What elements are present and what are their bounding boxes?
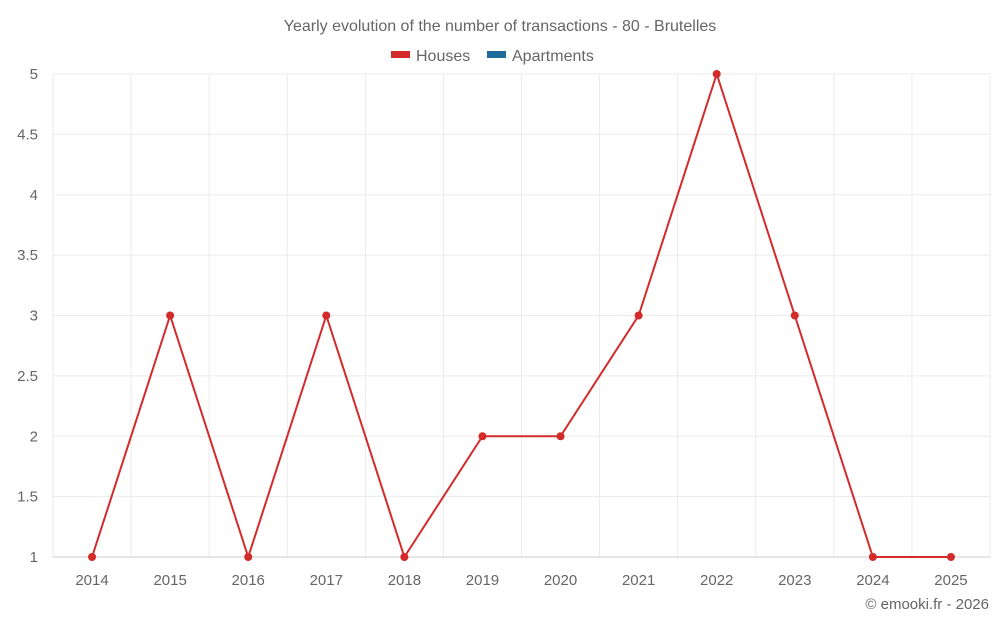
data-point-houses[interactable] bbox=[946, 553, 955, 561]
series-line-houses bbox=[91, 73, 951, 558]
x-tick-label: 2023 bbox=[778, 572, 811, 589]
legend-swatch-houses bbox=[391, 51, 410, 58]
y-tick-label: 2.5 bbox=[17, 368, 38, 385]
x-tick-label: 2021 bbox=[622, 572, 655, 589]
x-tick-label: 2024 bbox=[856, 572, 889, 589]
credit-text: © emooki.fr - 2026 bbox=[865, 596, 989, 613]
y-axis-ticks: 1 1.5 2 2.5 3 3.5 4 4.5 5 bbox=[17, 66, 38, 566]
legend: Houses Apartments bbox=[391, 48, 594, 65]
x-tick-label: 2019 bbox=[466, 572, 499, 589]
x-tick-label: 2025 bbox=[934, 572, 967, 589]
x-tick-label: 2016 bbox=[232, 572, 265, 589]
grid bbox=[52, 73, 991, 558]
x-tick-label: 2020 bbox=[544, 572, 577, 589]
y-tick-label: 5 bbox=[30, 66, 38, 83]
data-point-houses[interactable] bbox=[634, 311, 643, 320]
x-tick-label: 2017 bbox=[310, 572, 343, 589]
y-tick-label: 1.5 bbox=[17, 489, 38, 506]
x-axis-ticks: 2014 2015 2016 2017 2018 2019 2020 2021 2022 2023… bbox=[75, 572, 967, 589]
data-point-houses[interactable] bbox=[790, 311, 799, 320]
x-tick-label: 2022 bbox=[700, 572, 733, 589]
data-point-houses[interactable] bbox=[868, 553, 877, 561]
legend-item-houses[interactable]: Houses bbox=[391, 48, 470, 65]
data-point-houses[interactable] bbox=[478, 432, 487, 441]
data-point-houses[interactable] bbox=[556, 432, 565, 441]
x-tick-label: 2014 bbox=[75, 572, 108, 589]
data-point-houses[interactable] bbox=[166, 311, 175, 320]
data-point-houses[interactable] bbox=[400, 553, 409, 561]
y-tick-label: 2 bbox=[30, 428, 38, 445]
legend-label-houses: Houses bbox=[416, 48, 470, 65]
data-point-houses[interactable] bbox=[322, 311, 331, 320]
data-point-houses[interactable] bbox=[712, 70, 721, 78]
y-tick-label: 4 bbox=[30, 187, 38, 204]
legend-item-apartments[interactable]: Apartments bbox=[487, 48, 594, 65]
data-point-houses[interactable] bbox=[244, 553, 253, 561]
series-houses bbox=[88, 70, 955, 561]
chart-title: Yearly evolution of the number of transa… bbox=[284, 18, 717, 35]
y-tick-label: 1 bbox=[30, 549, 38, 566]
y-tick-label: 4.5 bbox=[17, 126, 38, 143]
x-tick-label: 2018 bbox=[388, 572, 421, 589]
y-tick-label: 3 bbox=[30, 308, 38, 325]
y-tick-label: 3.5 bbox=[17, 247, 38, 264]
legend-swatch-apartments bbox=[487, 51, 506, 58]
x-tick-label: 2015 bbox=[153, 572, 186, 589]
data-point-houses[interactable] bbox=[88, 553, 97, 561]
legend-label-apartments: Apartments bbox=[512, 48, 594, 65]
